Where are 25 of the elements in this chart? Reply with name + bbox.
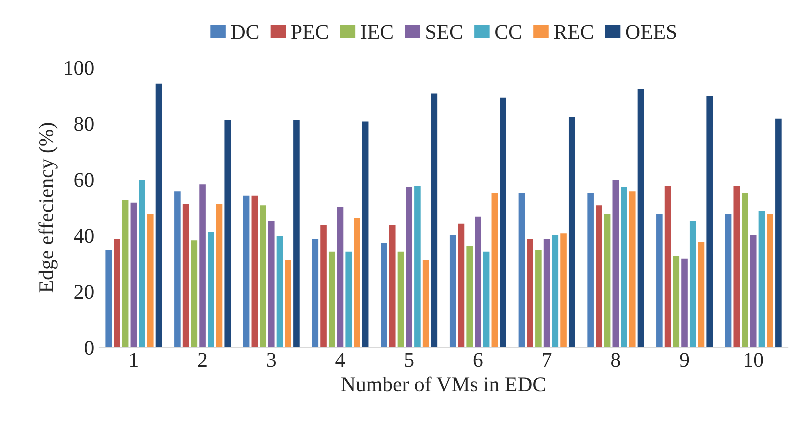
legend-label: IEC [361, 25, 393, 40]
x-tick-label: 3 [267, 353, 276, 368]
y-tick-label: 60 [74, 173, 94, 188]
legend-label: REC [554, 25, 594, 40]
legend-label: DC [231, 25, 259, 40]
y-tick-label: 0 [85, 341, 94, 356]
legend-label: OEES [626, 25, 676, 40]
x-tick-label: 5 [405, 353, 414, 368]
x-tick-label: 1 [130, 353, 138, 367]
x-tick-label: 8 [611, 353, 620, 368]
x-tick-label: 6 [474, 353, 483, 368]
y-tick-label: 20 [74, 285, 94, 300]
legend-label: SEC [426, 25, 462, 40]
legend-label: PEC [292, 25, 328, 40]
y-tick-label: 80 [74, 117, 94, 132]
x-tick-label: 4 [336, 353, 346, 367]
y-tick-label: 100 [65, 61, 94, 76]
y-tick-label: 40 [74, 229, 94, 244]
legend-label: CC [496, 25, 522, 40]
x-tick-label: 7 [543, 353, 552, 367]
y-axis-title: Edge effeciency (%) [38, 123, 58, 293]
x-tick-label: 9 [680, 353, 690, 368]
x-tick-label: 10 [745, 353, 764, 368]
x-axis-title: Number of VMs in EDC [342, 376, 546, 392]
x-tick-label: 2 [198, 353, 207, 367]
